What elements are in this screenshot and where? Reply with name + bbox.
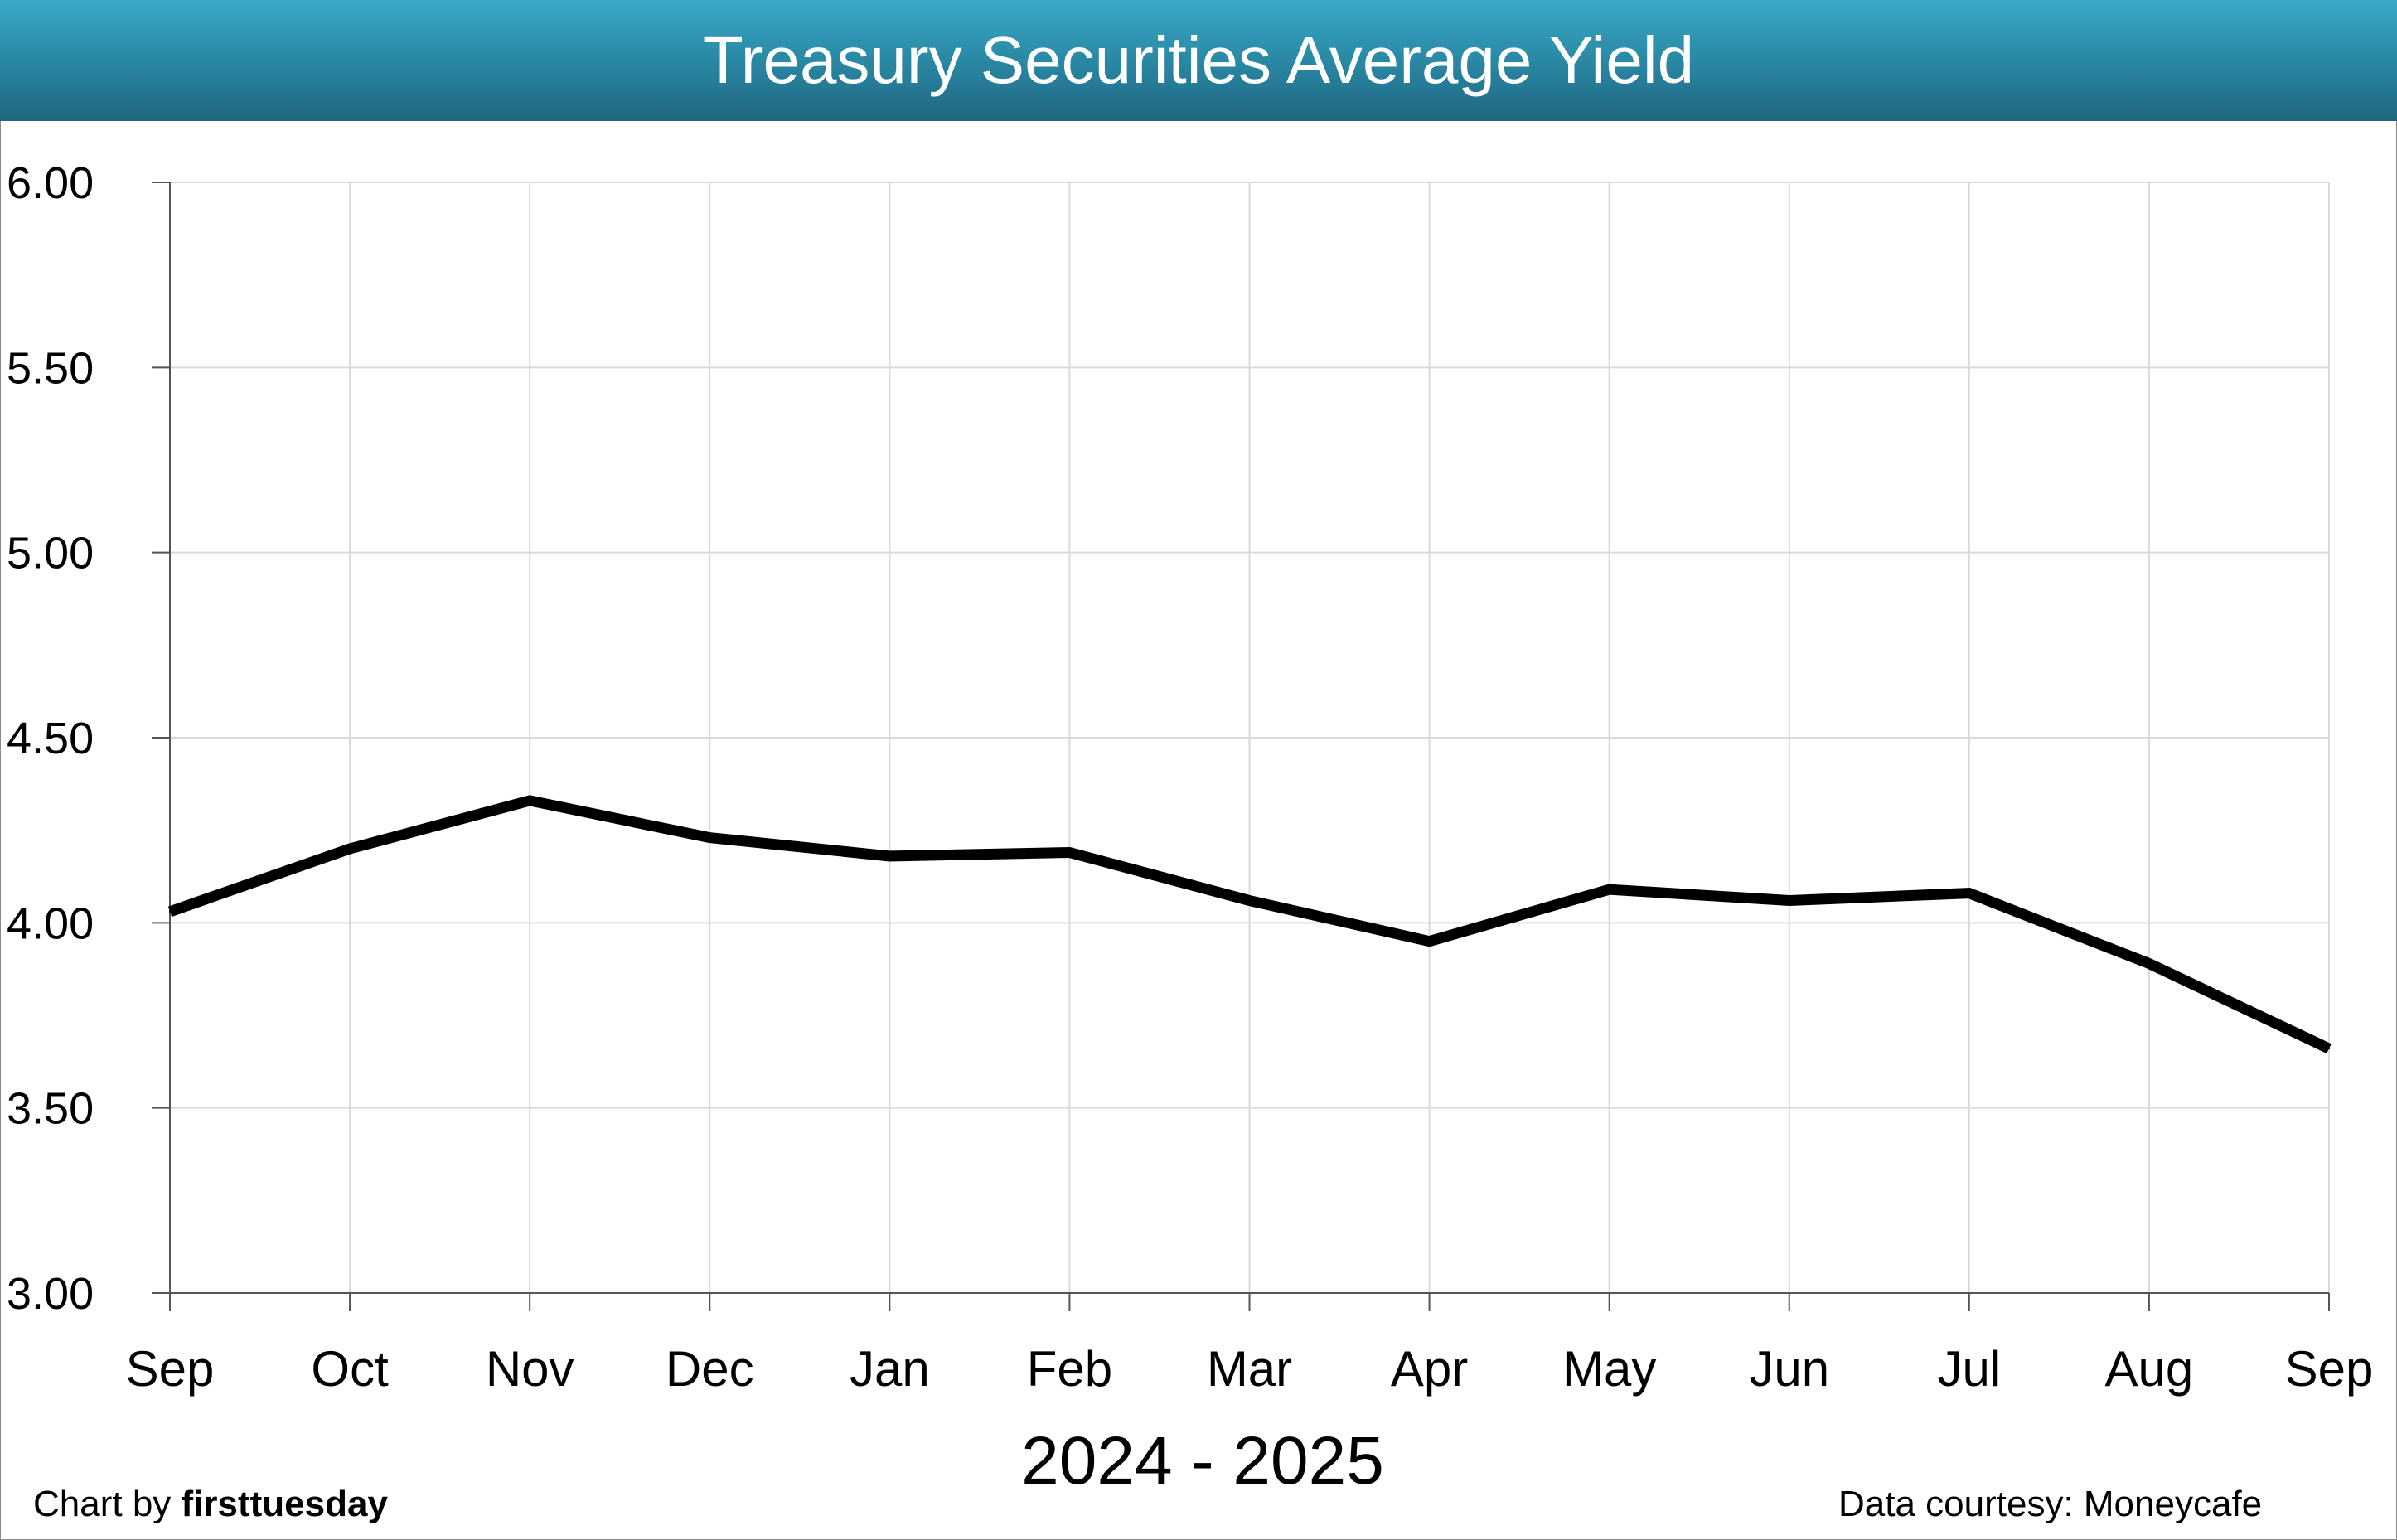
data-point: [1429, 941, 1431, 942]
x-tick-label: Nov: [486, 1341, 574, 1397]
data-point: [889, 855, 890, 857]
data-point: [1968, 893, 1970, 894]
data-point: [169, 911, 171, 913]
x-tick-label: Sep: [2285, 1341, 2374, 1397]
x-axis-label: 2024 - 2025: [1021, 1423, 1384, 1499]
axes: [152, 182, 2329, 1311]
x-tick-label: Jan: [850, 1341, 930, 1397]
data-point: [2328, 1048, 2330, 1049]
grid: [170, 182, 2329, 1293]
y-tick-label: 4.00: [7, 898, 94, 948]
x-tick-label: Apr: [1391, 1341, 1468, 1397]
chart-credit-prefix: Chart by: [33, 1484, 182, 1524]
x-tick-label: Feb: [1027, 1341, 1112, 1397]
data-point: [1789, 900, 1790, 902]
y-tick-label: 5.50: [7, 343, 94, 393]
data-point: [1068, 851, 1070, 853]
data-point: [1609, 889, 1610, 890]
data-point: [709, 837, 710, 839]
x-tick-label: Mar: [1207, 1341, 1292, 1397]
y-tick-label: 5.00: [7, 529, 94, 579]
data-point: [2148, 962, 2150, 964]
data-point: [349, 848, 351, 850]
data-point: [1249, 900, 1251, 902]
y-axis-ticks: 3.00 3.50 4.00 4.50 5.00 5.50 6.00: [7, 158, 94, 1319]
x-tick-label: Jul: [1937, 1341, 2001, 1397]
data-source-credit: Data courtesy: Moneycafe: [1838, 1484, 2262, 1525]
x-tick-label: Aug: [2105, 1341, 2194, 1397]
y-tick-label: 6.00: [7, 158, 94, 208]
y-tick-label: 3.50: [7, 1084, 94, 1134]
x-tick-label: Oct: [311, 1341, 389, 1397]
y-tick-label: 4.50: [7, 714, 94, 763]
y-tick-label: 3.00: [7, 1269, 94, 1319]
data-point: [529, 800, 530, 801]
x-tick-label: Sep: [126, 1341, 215, 1397]
x-tick-label: Dec: [666, 1341, 754, 1397]
chart-credit-name: firsttuesday: [182, 1484, 388, 1524]
x-axis-ticks: Sep Oct Nov Dec Jan Feb Mar Apr May Jun Jul Aug Sep: [126, 1341, 2374, 1397]
chart-credit: Chart by firsttuesday: [33, 1484, 388, 1525]
x-tick-label: Jun: [1749, 1341, 1829, 1397]
x-tick-label: May: [1562, 1341, 1656, 1397]
